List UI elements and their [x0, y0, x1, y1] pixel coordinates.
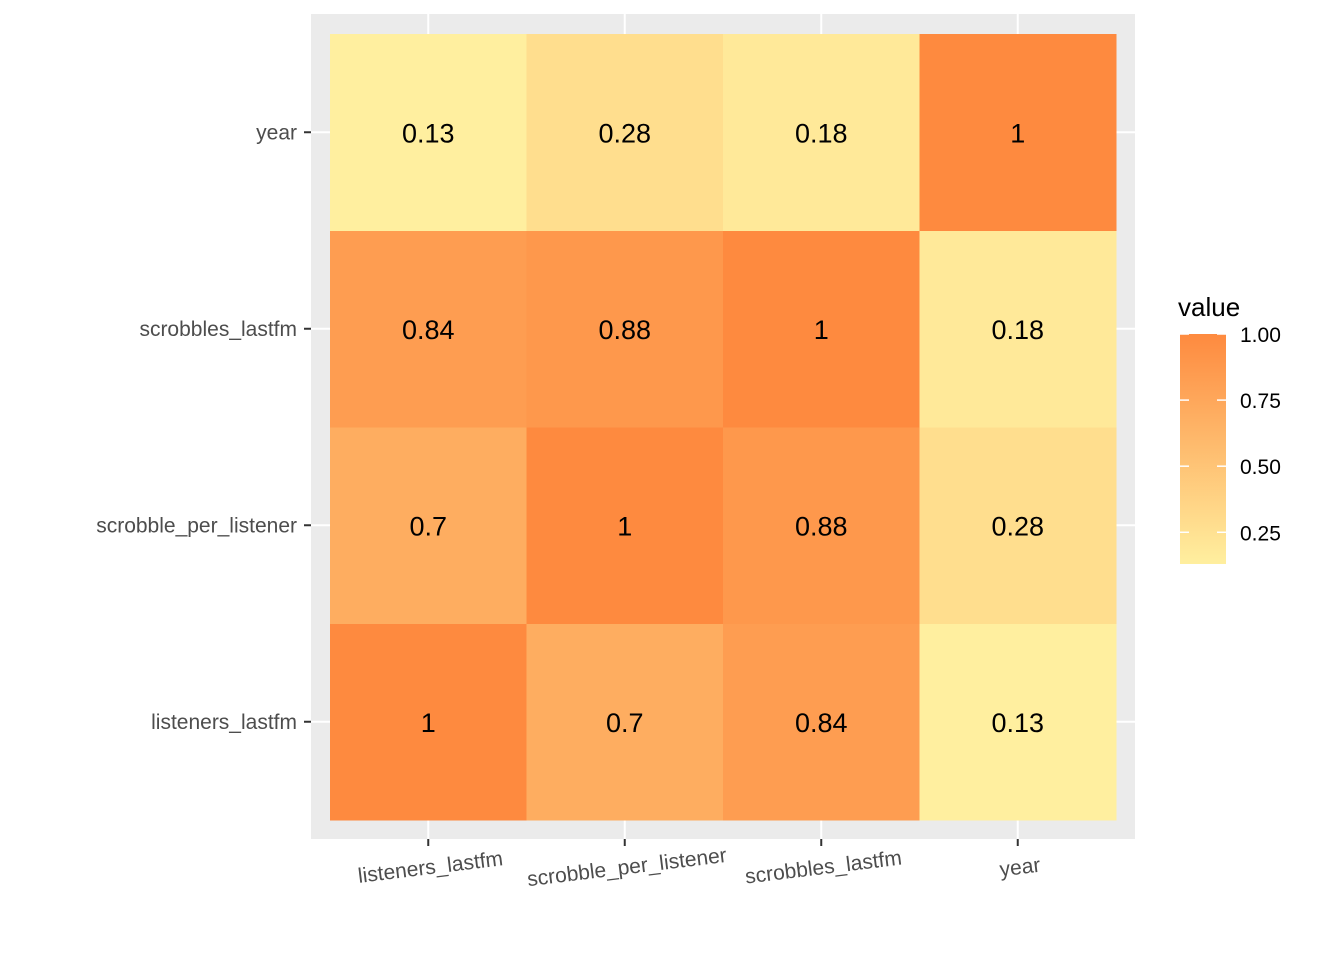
cell-value-label: 0.13	[402, 118, 455, 148]
legend-tick-label: 0.75	[1240, 390, 1281, 413]
cell-value-label: 0.28	[991, 511, 1044, 541]
cell-value-label: 0.88	[598, 315, 651, 345]
heatmap-cell	[330, 623, 527, 821]
y-tick-label: scrobbles_lastfm	[139, 318, 297, 341]
heatmap-cells	[330, 34, 1117, 821]
heatmap-cell	[919, 427, 1117, 624]
cell-value-label: 0.28	[598, 118, 651, 148]
cell-value-label: 0.84	[795, 708, 848, 738]
cell-value-label: 1	[617, 511, 632, 541]
heatmap-cell	[526, 34, 724, 231]
cell-value-label: 0.13	[991, 708, 1044, 738]
legend-tick-label: 0.50	[1240, 456, 1281, 479]
legend-tick-label: 0.25	[1240, 522, 1281, 545]
heatmap-cell	[919, 230, 1117, 428]
cell-value-label: 0.88	[795, 511, 848, 541]
y-tick-label: listeners_lastfm	[151, 711, 297, 734]
heatmap-cell-labels: 1 0.7 0.84 0.13 0.7 1 0.88 0.28 0.84 0.88 1 0.18 0.1…	[402, 118, 1044, 738]
heatmap-cell	[919, 623, 1117, 821]
x-tick-label: listeners_lastfm	[357, 847, 505, 888]
heatmap-cell	[526, 623, 724, 821]
cell-value-label: 0.18	[991, 315, 1044, 345]
x-tick-label: year	[998, 854, 1041, 882]
cell-value-label: 0.7	[409, 511, 447, 541]
heatmap-cell	[723, 230, 920, 428]
heatmap-cell	[919, 34, 1117, 231]
heatmap-cell	[723, 427, 920, 624]
legend-tick-label: 1.00	[1240, 324, 1281, 347]
heatmap-cell	[526, 427, 724, 624]
y-axis: listeners_lastfm scrobble_per_listener scr…	[96, 121, 311, 734]
cell-value-label: 0.7	[606, 708, 644, 738]
heatmap-cell	[526, 230, 724, 428]
x-tick-label: scrobble_per_listener	[526, 844, 728, 891]
x-axis: listeners_lastfm scrobble_per_listener scr…	[357, 839, 1042, 891]
x-tick-label: scrobbles_lastfm	[744, 847, 903, 889]
y-tick-label: year	[256, 121, 297, 144]
heatmap-cell	[723, 623, 920, 821]
color-legend: value 1.00 0.75 0.50 0.25	[1178, 292, 1281, 564]
legend-title: value	[1178, 292, 1240, 322]
cell-value-label: 0.84	[402, 315, 455, 345]
cell-value-label: 0.18	[795, 118, 848, 148]
heatmap-cell	[723, 34, 920, 231]
heatmap-cell	[330, 34, 527, 231]
cell-value-label: 1	[1010, 118, 1025, 148]
cell-value-label: 1	[814, 315, 829, 345]
legend-color-bar	[1180, 334, 1226, 564]
cell-value-label: 1	[421, 708, 436, 738]
y-tick-label: scrobble_per_listener	[96, 514, 297, 537]
heatmap-cell	[330, 427, 527, 624]
heatmap-cell	[330, 230, 527, 428]
